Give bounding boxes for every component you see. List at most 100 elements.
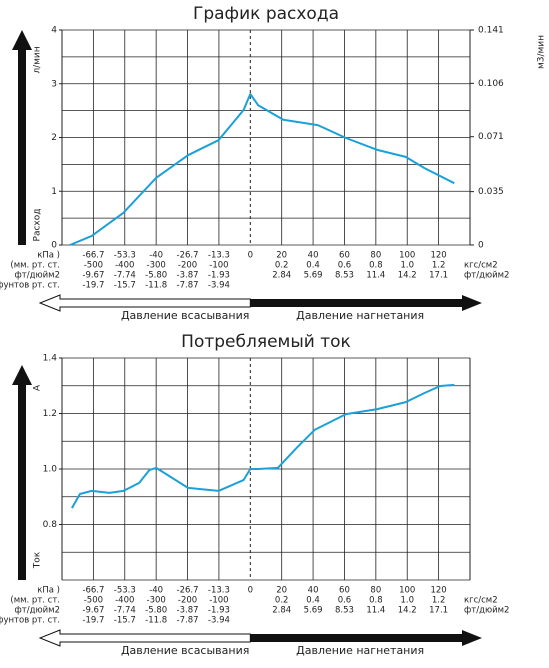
scale-label: -19.7 [82,281,104,291]
x-tick-label: 20 [276,251,287,261]
y-axis-unit: л/мин [33,46,43,73]
y-tick-label: 1.4 [43,354,58,364]
x-tick-label: 80 [370,251,381,261]
x-tick-label: -53.3 [114,586,136,596]
y-tick-label: 2 [51,133,57,143]
scale-label: -200 [178,596,197,606]
discharge-arrow [250,630,482,646]
x-tick-label: 120 [430,251,446,261]
scale-label: -500 [84,261,103,271]
scale-label: -100 [209,596,228,606]
x-tick-label: 40 [308,586,319,596]
scale-label: -400 [115,261,134,271]
scale-label: -300 [147,596,166,606]
scale-label: 17.1 [429,271,448,281]
y2-tick-label: 0.071 [478,132,504,142]
scale-unit: (фунтов рт. ст. [0,281,60,291]
scale-label: 2.84 [272,271,291,281]
y2-tick-label: 0 [478,241,484,251]
scale-unit: фт/дюйм2 [464,271,509,281]
x-unit: кПа ) [37,586,60,596]
axis-arrow [12,365,32,580]
suction-arrow [38,294,251,312]
chart-title: График расхода [193,4,339,24]
scale-label: 1.0 [400,261,414,271]
scale-label: -9.67 [82,271,104,281]
scale-label: 0.4 [306,261,320,271]
scale-label: 17.1 [429,606,448,616]
axis-arrow [12,30,32,245]
scale-label: -5.80 [145,606,167,616]
x-tick-label: 100 [399,251,415,261]
x-tick-label: -40 [149,251,163,261]
scale-unit: кгс/см2 [464,261,498,271]
scale-label: -3.94 [208,281,230,291]
scale-label: -3.87 [177,606,199,616]
scale-unit: фт/дюйм2 [464,606,509,616]
scale-label: 2.84 [272,606,291,616]
scale-label: 1.2 [432,596,446,606]
scale-label: 11.4 [366,606,385,616]
data-line [71,383,455,509]
scale-label: -7.74 [114,271,136,281]
y-axis-unit: A [33,384,43,391]
y-axis-label: Ток [33,551,43,569]
suction-label: Давление всасывания [121,644,249,657]
x-tick-label: 0 [248,586,253,596]
x-tick-label: -26.7 [177,586,199,596]
scale-label: 8.53 [335,606,354,616]
scale-label: 14.2 [398,606,417,616]
discharge-label: Давление нагнетания [296,644,424,657]
y-tick-label: 1 [51,187,57,197]
scale-label: 0.6 [338,261,352,271]
x-tick-label: 120 [430,586,446,596]
y2-tick-label: 0.141 [478,26,504,36]
scale-label: -300 [147,261,166,271]
scale-label: 5.69 [304,271,323,281]
data-line [69,93,455,246]
scale-label: 1.0 [400,596,414,606]
scale-label: -400 [115,596,134,606]
scale-unit: (мм. рт. ст. [10,261,60,271]
x-tick-label: 60 [339,586,350,596]
scale-label: 0.2 [275,261,289,271]
y-axis-label: Расход [33,209,43,242]
y2-tick-label: 0.035 [478,187,504,197]
x-tick-label: -53.3 [114,251,136,261]
scale-label: 0.6 [338,596,352,606]
scale-label: -11.8 [145,281,167,291]
scale-unit: (фунтов рт. ст. [0,616,60,626]
scale-label: -11.8 [145,616,167,626]
scale-label: -5.80 [145,271,167,281]
scale-label: -7.87 [177,281,199,291]
scale-label: -15.7 [114,616,136,626]
x-tick-label: -40 [149,586,163,596]
y2-tick-label: 0.106 [478,79,504,89]
scale-label: -100 [209,261,228,271]
x-tick-label: -13.3 [208,251,230,261]
x-tick-label: -66.7 [82,251,104,261]
scale-label: -19.7 [82,616,104,626]
scale-label: 14.2 [398,271,417,281]
x-tick-label: -66.7 [82,586,104,596]
x-tick-label: 40 [308,251,319,261]
x-tick-label: 0 [248,251,253,261]
x-tick-label: 80 [370,586,381,596]
x-tick-label: 20 [276,586,287,596]
scale-label: -3.87 [177,271,199,281]
scale-label: 0.4 [306,596,320,606]
y-tick-label: 1.0 [43,465,58,475]
discharge-arrow [250,295,482,311]
scale-label: -9.67 [82,606,104,616]
scale-label: -3.94 [208,616,230,626]
scale-label: 0.8 [369,261,383,271]
scale-label: -15.7 [114,281,136,291]
scale-unit: (мм. рт. ст. [10,596,60,606]
x-tick-label: -13.3 [208,586,230,596]
scale-label: 0.2 [275,596,289,606]
scale-label: -500 [84,596,103,606]
x-tick-label: -26.7 [177,251,199,261]
x-unit: кПа ) [37,251,60,261]
y-tick-label: 1.2 [43,409,57,419]
